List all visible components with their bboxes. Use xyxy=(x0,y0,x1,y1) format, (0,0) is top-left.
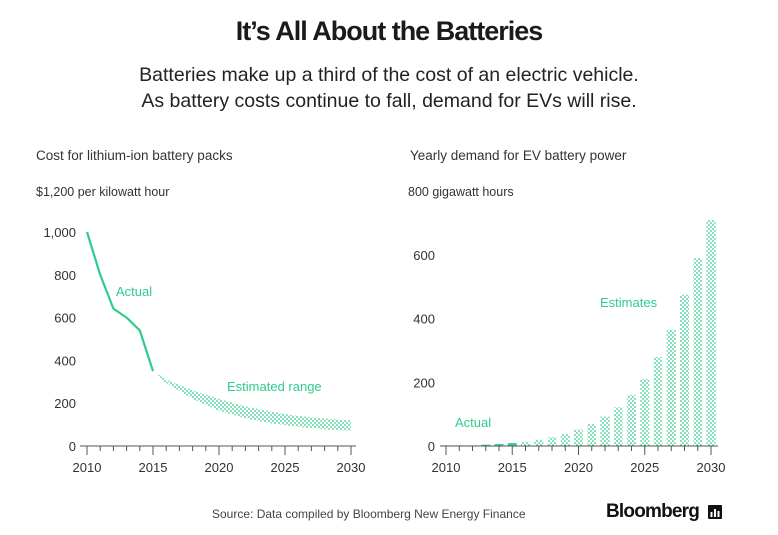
estimated-demand-bar xyxy=(600,416,610,446)
demand-x-tick-label: 2025 xyxy=(630,460,659,475)
page-title: It’s All About the Batteries xyxy=(235,16,544,46)
estimated-demand-bar xyxy=(693,258,703,446)
demand-chart-title: Yearly demand for EV battery power xyxy=(410,148,627,163)
cost-y-tick-label: 200 xyxy=(54,396,76,411)
estimated-demand-bar xyxy=(547,437,557,446)
cost-x-tick-label: 2020 xyxy=(205,460,234,475)
cost-unit-label: $1,200 per kilowatt hour xyxy=(36,185,169,199)
estimated-demand-bar xyxy=(587,423,597,446)
demand-unit-label: 800 gigawatt hours xyxy=(408,185,514,199)
estimated-demand-bar xyxy=(627,395,636,446)
estimated-demand-bar xyxy=(706,220,716,446)
cost-chart: Cost for lithium-ion battery packs $1,20… xyxy=(36,148,365,475)
estimates-label: Estimates xyxy=(600,295,658,310)
estimated-demand-bar xyxy=(560,433,570,446)
demand-bars xyxy=(441,220,716,446)
demand-y-tick-label: 200 xyxy=(413,375,435,390)
actual-demand-label: Actual xyxy=(455,415,491,430)
cost-chart-title: Cost for lithium-ion battery packs xyxy=(36,148,233,163)
cost-x-tick-label: 2030 xyxy=(337,460,366,475)
subtitle-line-1: Batteries make up a third of the cost of… xyxy=(139,64,639,86)
cost-x-tick-label: 2010 xyxy=(73,460,102,475)
estimated-demand-bar xyxy=(534,439,544,446)
estimated-demand-bar xyxy=(653,356,663,446)
cost-y-tick-label: 1,000 xyxy=(43,225,76,240)
cost-y-axis: 0 200 400 600 800 1,000 xyxy=(43,225,76,454)
demand-x-tick-label: 2030 xyxy=(697,460,726,475)
subtitle-line-2: As battery costs continue to fall, deman… xyxy=(141,90,637,112)
source-note: Source: Data compiled by Bloomberg New E… xyxy=(212,507,526,521)
demand-y-axis: 0 200 400 600 xyxy=(413,248,435,454)
cost-y-tick-label: 600 xyxy=(54,311,76,326)
bloomberg-logo: Bloomberg xyxy=(606,501,700,522)
estimated-demand-bar xyxy=(521,441,530,446)
estimated-demand-bar xyxy=(574,429,583,446)
cost-x-tick-label: 2025 xyxy=(271,460,300,475)
demand-x-axis: 2010 2015 2020 2025 2030 xyxy=(432,446,726,475)
estimated-demand-bar xyxy=(680,294,689,446)
demand-y-tick-label: 600 xyxy=(413,248,435,263)
actual-cost-label: Actual xyxy=(116,284,152,299)
estimated-demand-bar xyxy=(640,379,650,446)
demand-y-tick-label: 400 xyxy=(413,312,435,327)
cost-x-tick-label: 2015 xyxy=(139,460,168,475)
estimated-range-band xyxy=(153,371,351,431)
cost-y-tick-label: 0 xyxy=(69,439,76,454)
demand-chart: Yearly demand for EV battery power 800 g… xyxy=(408,148,725,475)
actual-demand-bar xyxy=(494,444,504,446)
cost-y-tick-label: 400 xyxy=(54,353,76,368)
estimated-range-label: Estimated range xyxy=(227,379,322,394)
demand-x-tick-label: 2010 xyxy=(432,460,461,475)
actual-cost-line xyxy=(85,231,155,372)
cost-y-tick-label: 800 xyxy=(54,268,76,283)
actual-demand-bar xyxy=(481,444,491,446)
cost-x-axis: 2010 2015 2020 2025 2030 xyxy=(73,446,366,475)
demand-x-tick-label: 2020 xyxy=(564,460,593,475)
estimated-demand-bar xyxy=(613,407,623,446)
estimated-demand-bar xyxy=(666,329,676,446)
demand-y-tick-label: 0 xyxy=(428,439,435,454)
bloomberg-chart-icon xyxy=(708,505,722,519)
actual-demand-bar xyxy=(507,443,517,446)
page-subtitle: Batteries make up a third of the cost of… xyxy=(0,62,778,114)
demand-x-tick-label: 2015 xyxy=(498,460,527,475)
